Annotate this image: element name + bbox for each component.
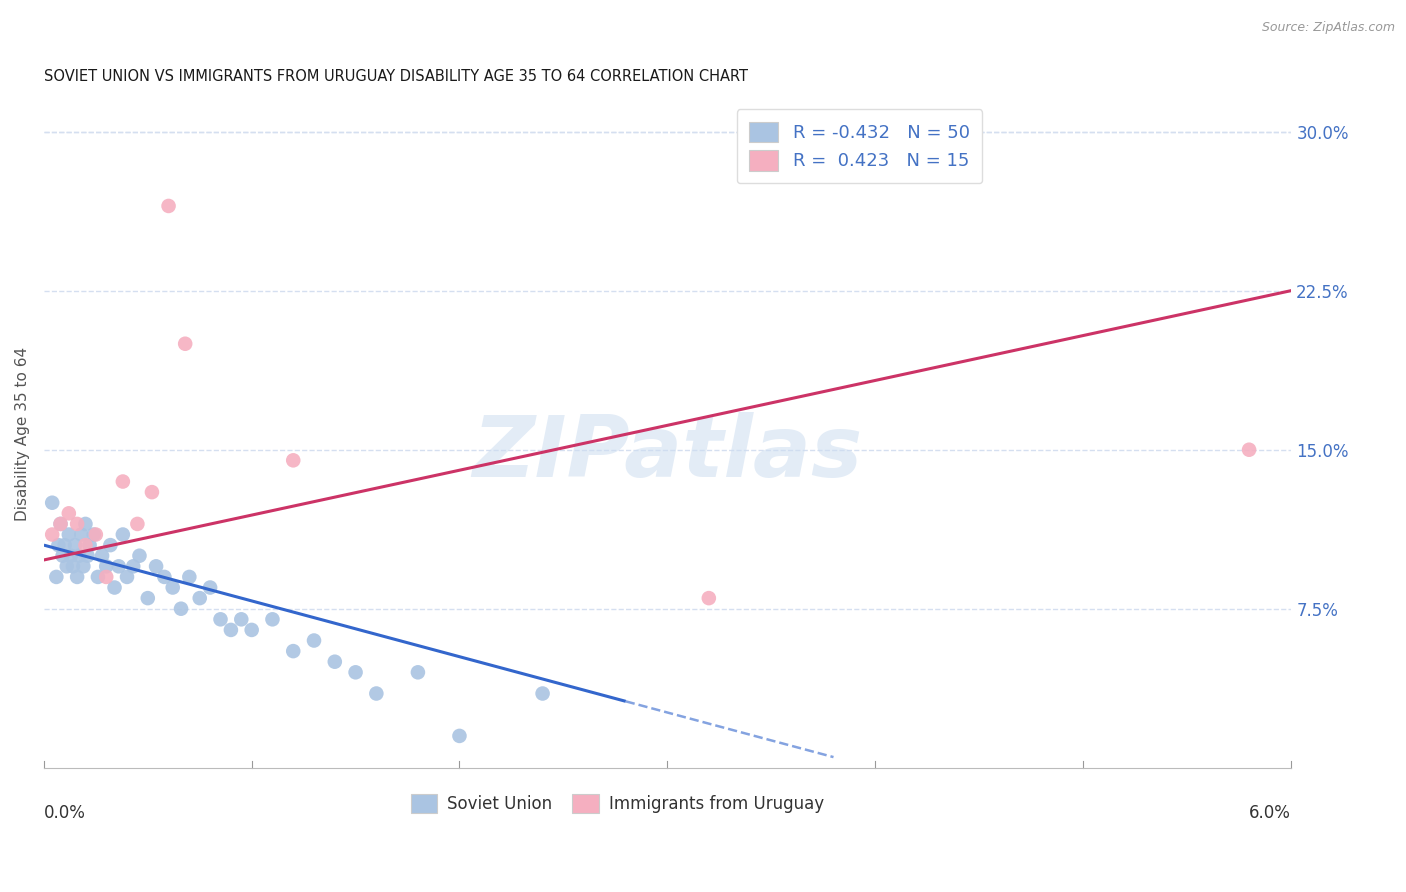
Text: Source: ZipAtlas.com: Source: ZipAtlas.com <box>1261 21 1395 35</box>
Point <box>344 665 367 680</box>
Point <box>145 559 167 574</box>
Point <box>45 570 67 584</box>
Point <box>209 612 232 626</box>
Point <box>231 612 253 626</box>
Point <box>115 570 138 584</box>
Point <box>162 581 184 595</box>
Point <box>449 729 471 743</box>
Y-axis label: Disability Age 35 to 64: Disability Age 35 to 64 <box>15 347 30 521</box>
Point <box>53 538 76 552</box>
Point <box>198 581 221 595</box>
Point <box>66 570 89 584</box>
Point <box>406 665 429 680</box>
Point <box>96 559 118 574</box>
Text: SOVIET UNION VS IMMIGRANTS FROM URUGUAY DISABILITY AGE 35 TO 64 CORRELATION CHAR: SOVIET UNION VS IMMIGRANTS FROM URUGUAY … <box>44 69 748 84</box>
Point <box>262 612 284 626</box>
Point <box>122 559 145 574</box>
Point <box>111 475 134 489</box>
Point <box>41 496 63 510</box>
Point <box>49 516 72 531</box>
Point <box>66 516 89 531</box>
Point <box>96 570 118 584</box>
Point <box>55 559 77 574</box>
Point <box>91 549 114 563</box>
Point <box>103 581 125 595</box>
Point <box>63 538 86 552</box>
Point <box>58 506 80 520</box>
Point <box>302 633 325 648</box>
Point <box>157 199 180 213</box>
Point <box>127 516 149 531</box>
Point <box>52 549 75 563</box>
Point <box>697 591 720 606</box>
Point <box>67 549 90 563</box>
Point <box>1237 442 1260 457</box>
Point <box>174 336 197 351</box>
Text: 6.0%: 6.0% <box>1249 805 1291 822</box>
Point <box>366 686 388 700</box>
Point <box>72 559 94 574</box>
Point <box>283 644 305 658</box>
Point <box>128 549 150 563</box>
Point <box>58 527 80 541</box>
Point <box>240 623 263 637</box>
Point <box>75 538 97 552</box>
Point <box>76 549 98 563</box>
Point <box>170 601 193 615</box>
Text: 0.0%: 0.0% <box>44 805 86 822</box>
Point <box>531 686 554 700</box>
Point <box>79 538 101 552</box>
Point <box>219 623 242 637</box>
Point <box>75 516 97 531</box>
Point <box>62 559 84 574</box>
Point <box>70 527 93 541</box>
Point <box>100 538 122 552</box>
Point <box>188 591 211 606</box>
Point <box>107 559 129 574</box>
Point <box>59 549 82 563</box>
Point <box>283 453 305 467</box>
Point <box>87 570 110 584</box>
Point <box>84 527 107 541</box>
Point <box>41 527 63 541</box>
Point <box>141 485 163 500</box>
Legend: Soviet Union, Immigrants from Uruguay: Soviet Union, Immigrants from Uruguay <box>404 787 831 820</box>
Text: ZIPatlas: ZIPatlas <box>472 412 862 495</box>
Point <box>48 538 70 552</box>
Point <box>136 591 159 606</box>
Point <box>179 570 201 584</box>
Point <box>323 655 346 669</box>
Point <box>111 527 134 541</box>
Point <box>83 527 105 541</box>
Point <box>49 516 72 531</box>
Point <box>153 570 176 584</box>
